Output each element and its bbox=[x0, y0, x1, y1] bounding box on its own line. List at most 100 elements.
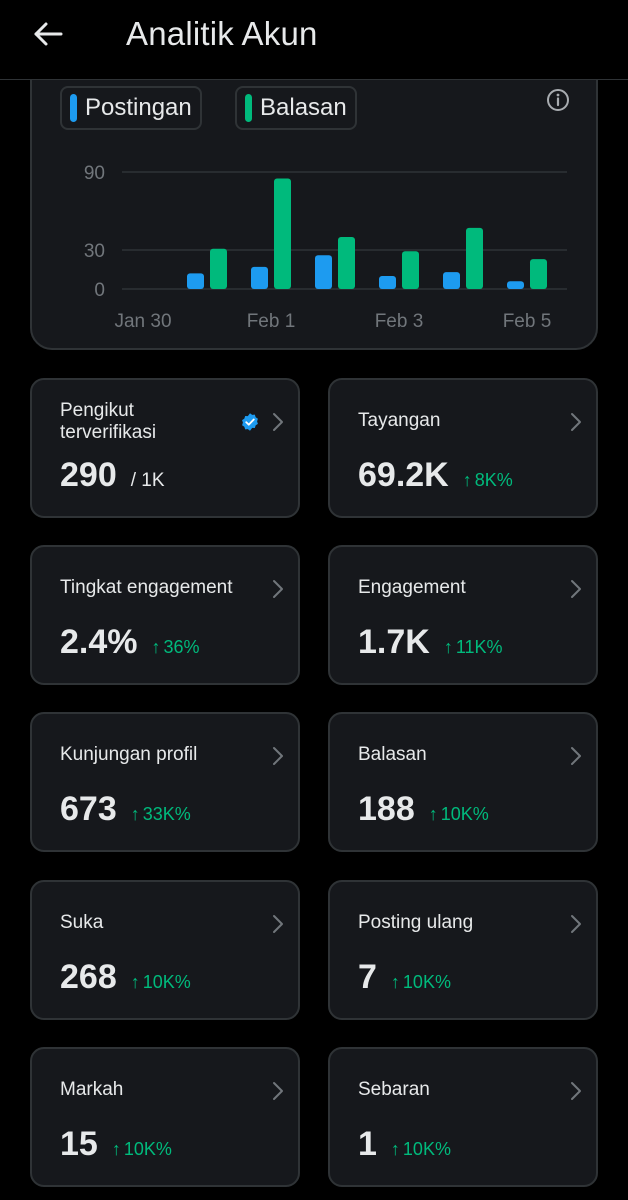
bar-postingan[interactable] bbox=[251, 266, 268, 289]
metric-value: 2.4% bbox=[60, 623, 138, 661]
metric-value-row: 188 ↑ 10K% bbox=[358, 790, 489, 829]
metric-value: 1 bbox=[358, 1125, 377, 1163]
bar-postingan[interactable] bbox=[507, 281, 524, 289]
metric-label: Posting ulang bbox=[358, 912, 474, 933]
metric-value: 290 bbox=[60, 456, 117, 494]
metric-label: Markah bbox=[60, 1079, 124, 1100]
bar-postingan[interactable] bbox=[443, 272, 460, 289]
bar-balasan[interactable] bbox=[210, 248, 227, 289]
bar-balasan[interactable] bbox=[402, 251, 419, 289]
y-tick-label: 0 bbox=[94, 280, 105, 301]
chevron-right-icon bbox=[273, 1082, 283, 1100]
legend-replies-label: Balasan bbox=[260, 94, 347, 121]
metric-total: / 1K bbox=[130, 470, 165, 491]
metric-value-row: 290 / 1K bbox=[60, 456, 165, 495]
legend-posts-swatch bbox=[70, 94, 77, 122]
metric-card[interactable]: Kunjungan profil 673 ↑ 33K% bbox=[30, 712, 300, 852]
metric-value-row: 15 ↑ 10K% bbox=[60, 1125, 172, 1164]
metric-card[interactable]: Suka 268 ↑ 10K% bbox=[30, 880, 300, 1020]
metric-change-value: 36% bbox=[163, 637, 200, 657]
arrow-up-icon: ↑ bbox=[443, 637, 453, 657]
y-tick-label: 90 bbox=[84, 163, 105, 184]
arrow-up-icon: ↑ bbox=[390, 972, 400, 992]
activity-bar-chart: 0 30 90 Jan 30 Feb 1 Feb 3 Feb 5 bbox=[84, 163, 567, 332]
info-icon[interactable] bbox=[546, 88, 570, 112]
metric-label: Pengikut terverifikasi bbox=[60, 400, 157, 443]
metric-change: ↑ 8K% bbox=[463, 470, 513, 491]
arrow-up-icon: ↑ bbox=[130, 804, 140, 824]
bar-postingan[interactable] bbox=[187, 273, 204, 289]
top-bar: Analitik Akun bbox=[0, 0, 628, 80]
metric-change-value: 33K% bbox=[142, 804, 191, 824]
metric-change: ↑ 10K% bbox=[391, 972, 451, 993]
metric-change: ↑ 10K% bbox=[131, 972, 191, 993]
metric-label: Suka bbox=[60, 912, 104, 933]
legend-replies-chip[interactable]: Balasan bbox=[235, 86, 357, 130]
y-tick-label: 30 bbox=[84, 241, 105, 262]
x-tick-label: Feb 5 bbox=[503, 311, 552, 332]
bar-postingan[interactable] bbox=[379, 276, 396, 289]
metric-card[interactable]: Tingkat engagement 2.4% ↑ 36% bbox=[30, 545, 300, 685]
bar-balasan[interactable] bbox=[338, 237, 355, 289]
bar-balasan[interactable] bbox=[274, 178, 291, 290]
metric-label: Tingkat engagement bbox=[60, 577, 233, 598]
metric-change: ↑ 36% bbox=[152, 637, 200, 658]
metric-change: ↑ 11K% bbox=[444, 637, 503, 658]
x-tick-label: Jan 30 bbox=[114, 311, 171, 332]
chevron-right-icon bbox=[571, 747, 581, 765]
chevron-right-icon bbox=[571, 1082, 581, 1100]
metric-card[interactable]: Posting ulang 7 ↑ 10K% bbox=[328, 880, 598, 1020]
bar-balasan[interactable] bbox=[530, 259, 547, 289]
metric-value: 1.7K bbox=[358, 623, 430, 661]
bar-balasan[interactable] bbox=[466, 227, 483, 289]
arrow-up-icon: ↑ bbox=[111, 1139, 121, 1159]
chevron-right-icon bbox=[273, 580, 283, 598]
chevron-right-icon bbox=[571, 413, 581, 431]
metric-card[interactable]: Balasan 188 ↑ 10K% bbox=[328, 712, 598, 852]
page-title: Analitik Akun bbox=[126, 15, 318, 52]
chevron-right-icon bbox=[273, 747, 283, 765]
x-tick-label: Feb 1 bbox=[247, 311, 296, 332]
metric-label: Tayangan bbox=[358, 410, 441, 431]
metric-change: ↑ 10K% bbox=[391, 1139, 451, 1160]
chevron-right-icon bbox=[273, 915, 283, 933]
metric-label: Sebaran bbox=[358, 1079, 430, 1100]
metric-value-row: 69.2K ↑ 8K% bbox=[358, 456, 513, 495]
metric-label: Kunjungan profil bbox=[60, 744, 198, 765]
chevron-right-icon bbox=[571, 915, 581, 933]
metric-value-row: 268 ↑ 10K% bbox=[60, 958, 191, 997]
metric-value-row: 2.4% ↑ 36% bbox=[60, 623, 200, 662]
metric-change-value: 10K% bbox=[440, 804, 489, 824]
metric-value-row: 7 ↑ 10K% bbox=[358, 958, 451, 997]
bar-postingan[interactable] bbox=[315, 255, 332, 289]
metric-change-value: 10K% bbox=[402, 1139, 451, 1159]
metric-change-value: 11K% bbox=[455, 637, 503, 657]
metric-card[interactable]: Pengikut terverifikasi 290 / 1K bbox=[30, 378, 300, 518]
back-arrow-icon bbox=[34, 22, 63, 46]
chevron-right-icon bbox=[273, 413, 283, 431]
metric-card[interactable]: Engagement 1.7K ↑ 11K% bbox=[328, 545, 598, 685]
metric-card[interactable]: Tayangan 69.2K ↑ 8K% bbox=[328, 378, 598, 518]
metric-card[interactable]: Sebaran 1 ↑ 10K% bbox=[328, 1047, 598, 1187]
back-button[interactable] bbox=[28, 14, 68, 54]
arrow-up-icon: ↑ bbox=[428, 804, 438, 824]
legend-posts-chip[interactable]: Postingan bbox=[60, 86, 202, 130]
arrow-up-icon: ↑ bbox=[462, 470, 472, 490]
metric-card[interactable]: Markah 15 ↑ 10K% bbox=[30, 1047, 300, 1187]
chevron-right-icon bbox=[571, 580, 581, 598]
metric-value-row: 1.7K ↑ 11K% bbox=[358, 623, 503, 662]
verified-badge-icon bbox=[242, 413, 258, 431]
metric-value: 7 bbox=[358, 958, 377, 996]
metric-value: 69.2K bbox=[358, 456, 449, 494]
metric-change-value: 10K% bbox=[142, 972, 191, 992]
metric-value: 15 bbox=[60, 1125, 98, 1163]
metric-change: ↑ 33K% bbox=[131, 804, 191, 825]
metric-value: 673 bbox=[60, 790, 117, 828]
metric-value: 188 bbox=[358, 790, 415, 828]
metric-value: 268 bbox=[60, 958, 117, 996]
metric-change-value: 10K% bbox=[402, 972, 451, 992]
metric-change-value: 8K% bbox=[474, 470, 513, 490]
metric-change: ↑ 10K% bbox=[112, 1139, 172, 1160]
activity-chart-card: 0 30 90 Jan 30 Feb 1 Feb 3 Feb 5 Postingan Bal… bbox=[30, 40, 598, 350]
arrow-up-icon: ↑ bbox=[390, 1139, 400, 1159]
